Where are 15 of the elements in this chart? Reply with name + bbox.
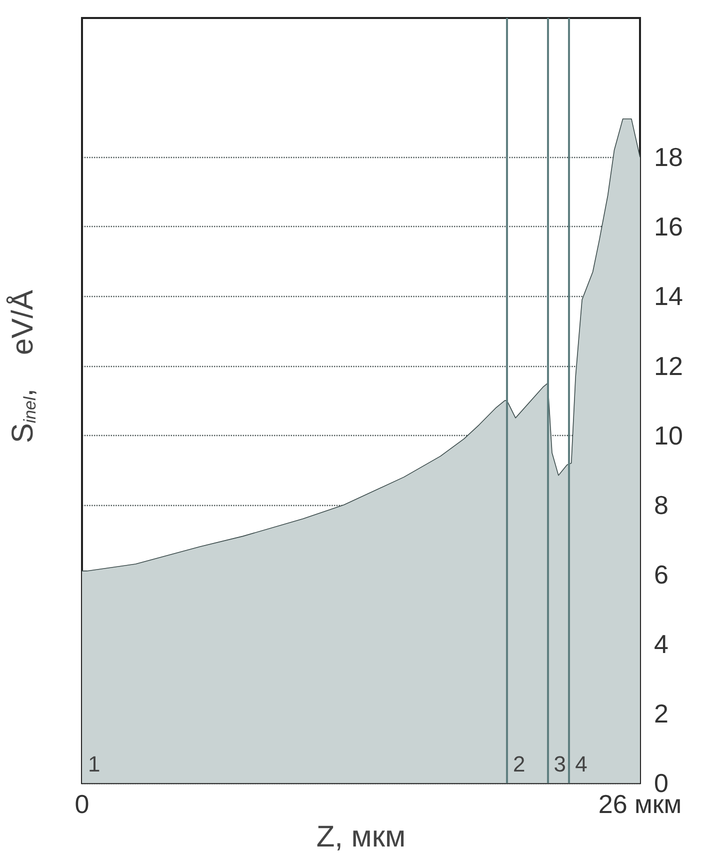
y-axis-title: Sinel, eV/Å (6, 290, 40, 444)
y-tick-label: 6 (654, 559, 668, 590)
y-tick-label: 16 (654, 212, 683, 242)
y-tick-label: 12 (654, 350, 683, 381)
y-tick-label: 8 (654, 490, 668, 520)
y-tick-label: 18 (654, 142, 683, 172)
annotation: 4 (575, 752, 588, 777)
y-tick-label: 2 (654, 698, 668, 729)
y-tick-label: 4 (654, 628, 668, 659)
annotation: 3 (554, 752, 566, 777)
annotation: 2 (512, 752, 526, 777)
y-tick-label: 14 (654, 281, 683, 312)
y-tick-label: 10 (654, 420, 683, 450)
annotation: 1 (88, 752, 100, 777)
x-axis-title: Z, мкм (316, 820, 406, 854)
